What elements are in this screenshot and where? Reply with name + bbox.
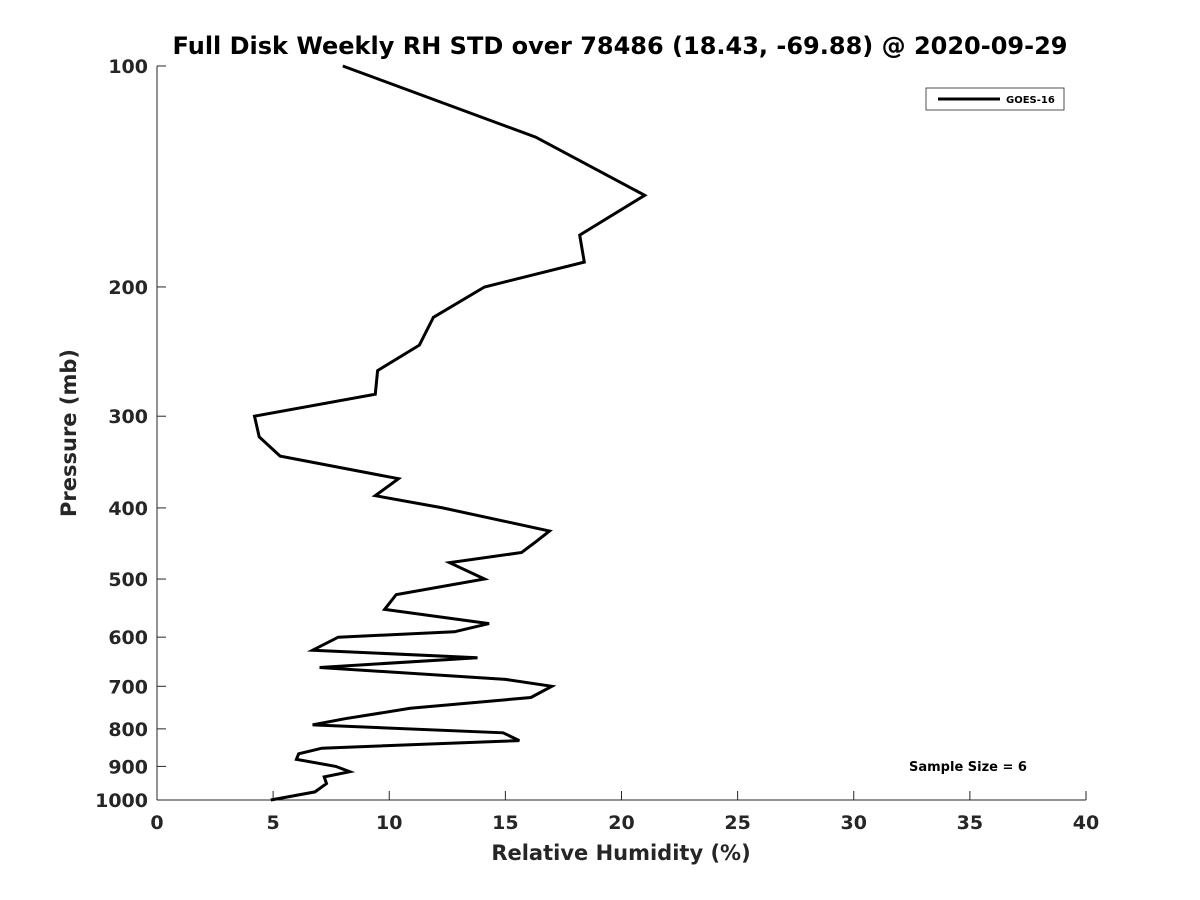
y-tick-label: 600	[108, 627, 148, 649]
y-tick-label: 200	[108, 277, 148, 299]
x-tick-label: 10	[376, 812, 402, 834]
y-tick-label: 700	[108, 676, 148, 698]
x-tick-label: 30	[841, 812, 867, 834]
y-tick-label: 1000	[95, 790, 148, 812]
y-axis-label: Pressure (mb)	[57, 349, 81, 517]
x-ticks: 0 5 10 15 20 25 30 35 40	[150, 791, 1099, 834]
y-ticks: 100 200 300 400 500 600 700 800 900 1000	[95, 56, 166, 812]
sample-size-annotation: Sample Size = 6	[909, 760, 1027, 775]
legend-label: GOES-16	[1006, 95, 1055, 106]
y-tick-label: 300	[108, 406, 148, 428]
y-tick-label: 400	[108, 498, 148, 520]
y-tick-label: 800	[108, 719, 148, 741]
x-tick-label: 15	[492, 812, 518, 834]
y-tick-label: 100	[108, 56, 148, 78]
axes	[156, 66, 1086, 801]
x-tick-label: 40	[1073, 812, 1099, 834]
legend: GOES-16	[925, 87, 1065, 111]
series-line-goes-16	[252, 64, 648, 802]
y-tick-label: 900	[108, 756, 148, 778]
x-tick-label: 5	[267, 812, 280, 834]
x-tick-label: 20	[608, 812, 634, 834]
x-tick-label: 35	[957, 812, 983, 834]
x-tick-label: 25	[724, 812, 750, 834]
x-axis-label: Relative Humidity (%)	[491, 841, 750, 865]
chart-title: Full Disk Weekly RH STD over 78486 (18.4…	[173, 32, 1068, 60]
x-tick-label: 0	[150, 812, 163, 834]
series-layer	[252, 64, 648, 802]
y-tick-label: 500	[108, 569, 148, 591]
